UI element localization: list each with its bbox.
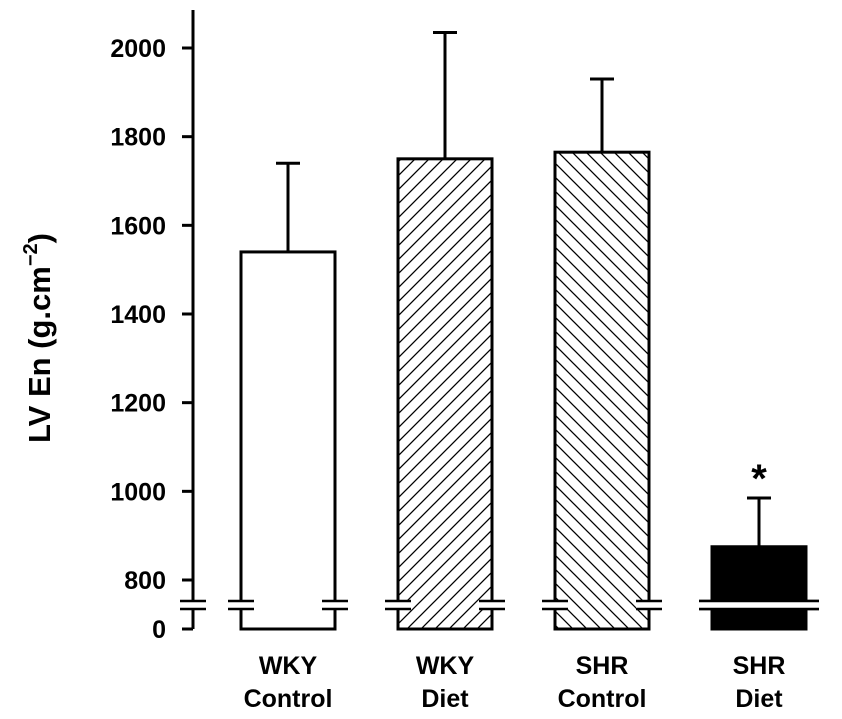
y-tick-label-1: 800 (124, 567, 166, 595)
y-axis: 0 800 1000 1200 1400 1600 1800 2000 (110, 10, 195, 644)
bar-1 (396, 157, 494, 631)
axis-break-layer (180, 599, 819, 611)
y-tick-label-5: 1600 (110, 212, 166, 240)
category-label-3-line-0: SHR (733, 652, 786, 680)
axis-break-gap-3 (385, 601, 411, 609)
category-label-1-line-1: Diet (421, 685, 469, 713)
category-label-2-line-0: SHR (576, 652, 629, 680)
y-axis-label: LV En (g.cm−2) (20, 233, 57, 443)
category-label-3-line-1: Diet (735, 685, 783, 713)
axis-break-gap-5 (542, 601, 568, 609)
axis-break-gap-0 (180, 601, 206, 609)
category-label-0-line-0: WKY (259, 652, 318, 680)
bars-layer (239, 150, 808, 631)
category-label-1-line-0: WKY (416, 652, 475, 680)
axis-break-gap-4 (479, 601, 505, 609)
bar-2 (553, 150, 651, 631)
y-tick-label-0: 0 (152, 616, 166, 644)
y-tick-label-2: 1000 (110, 478, 166, 506)
axis-break-gap-2 (322, 601, 348, 609)
axis-break-gap-6 (636, 601, 662, 609)
y-tick-label-3: 1200 (110, 390, 166, 418)
axis-break-gap-1 (228, 601, 254, 609)
axis-break-gap-black-bar (699, 601, 819, 609)
bar-3 (710, 545, 808, 631)
y-tick-label-6: 1800 (110, 124, 166, 152)
category-label-2-line-1: Control (558, 685, 647, 713)
y-tick-label-7: 2000 (110, 35, 166, 63)
y-tick-label-4: 1400 (110, 301, 166, 329)
error-bars-layer (276, 30, 771, 547)
bar-0 (239, 250, 337, 631)
category-labels-layer: WKY Control WKY Diet SHR Control SHR Diet (244, 652, 786, 713)
annotations-layer: * (751, 457, 767, 501)
significance-marker-0: * (751, 457, 767, 501)
category-label-0-line-1: Control (244, 685, 333, 713)
